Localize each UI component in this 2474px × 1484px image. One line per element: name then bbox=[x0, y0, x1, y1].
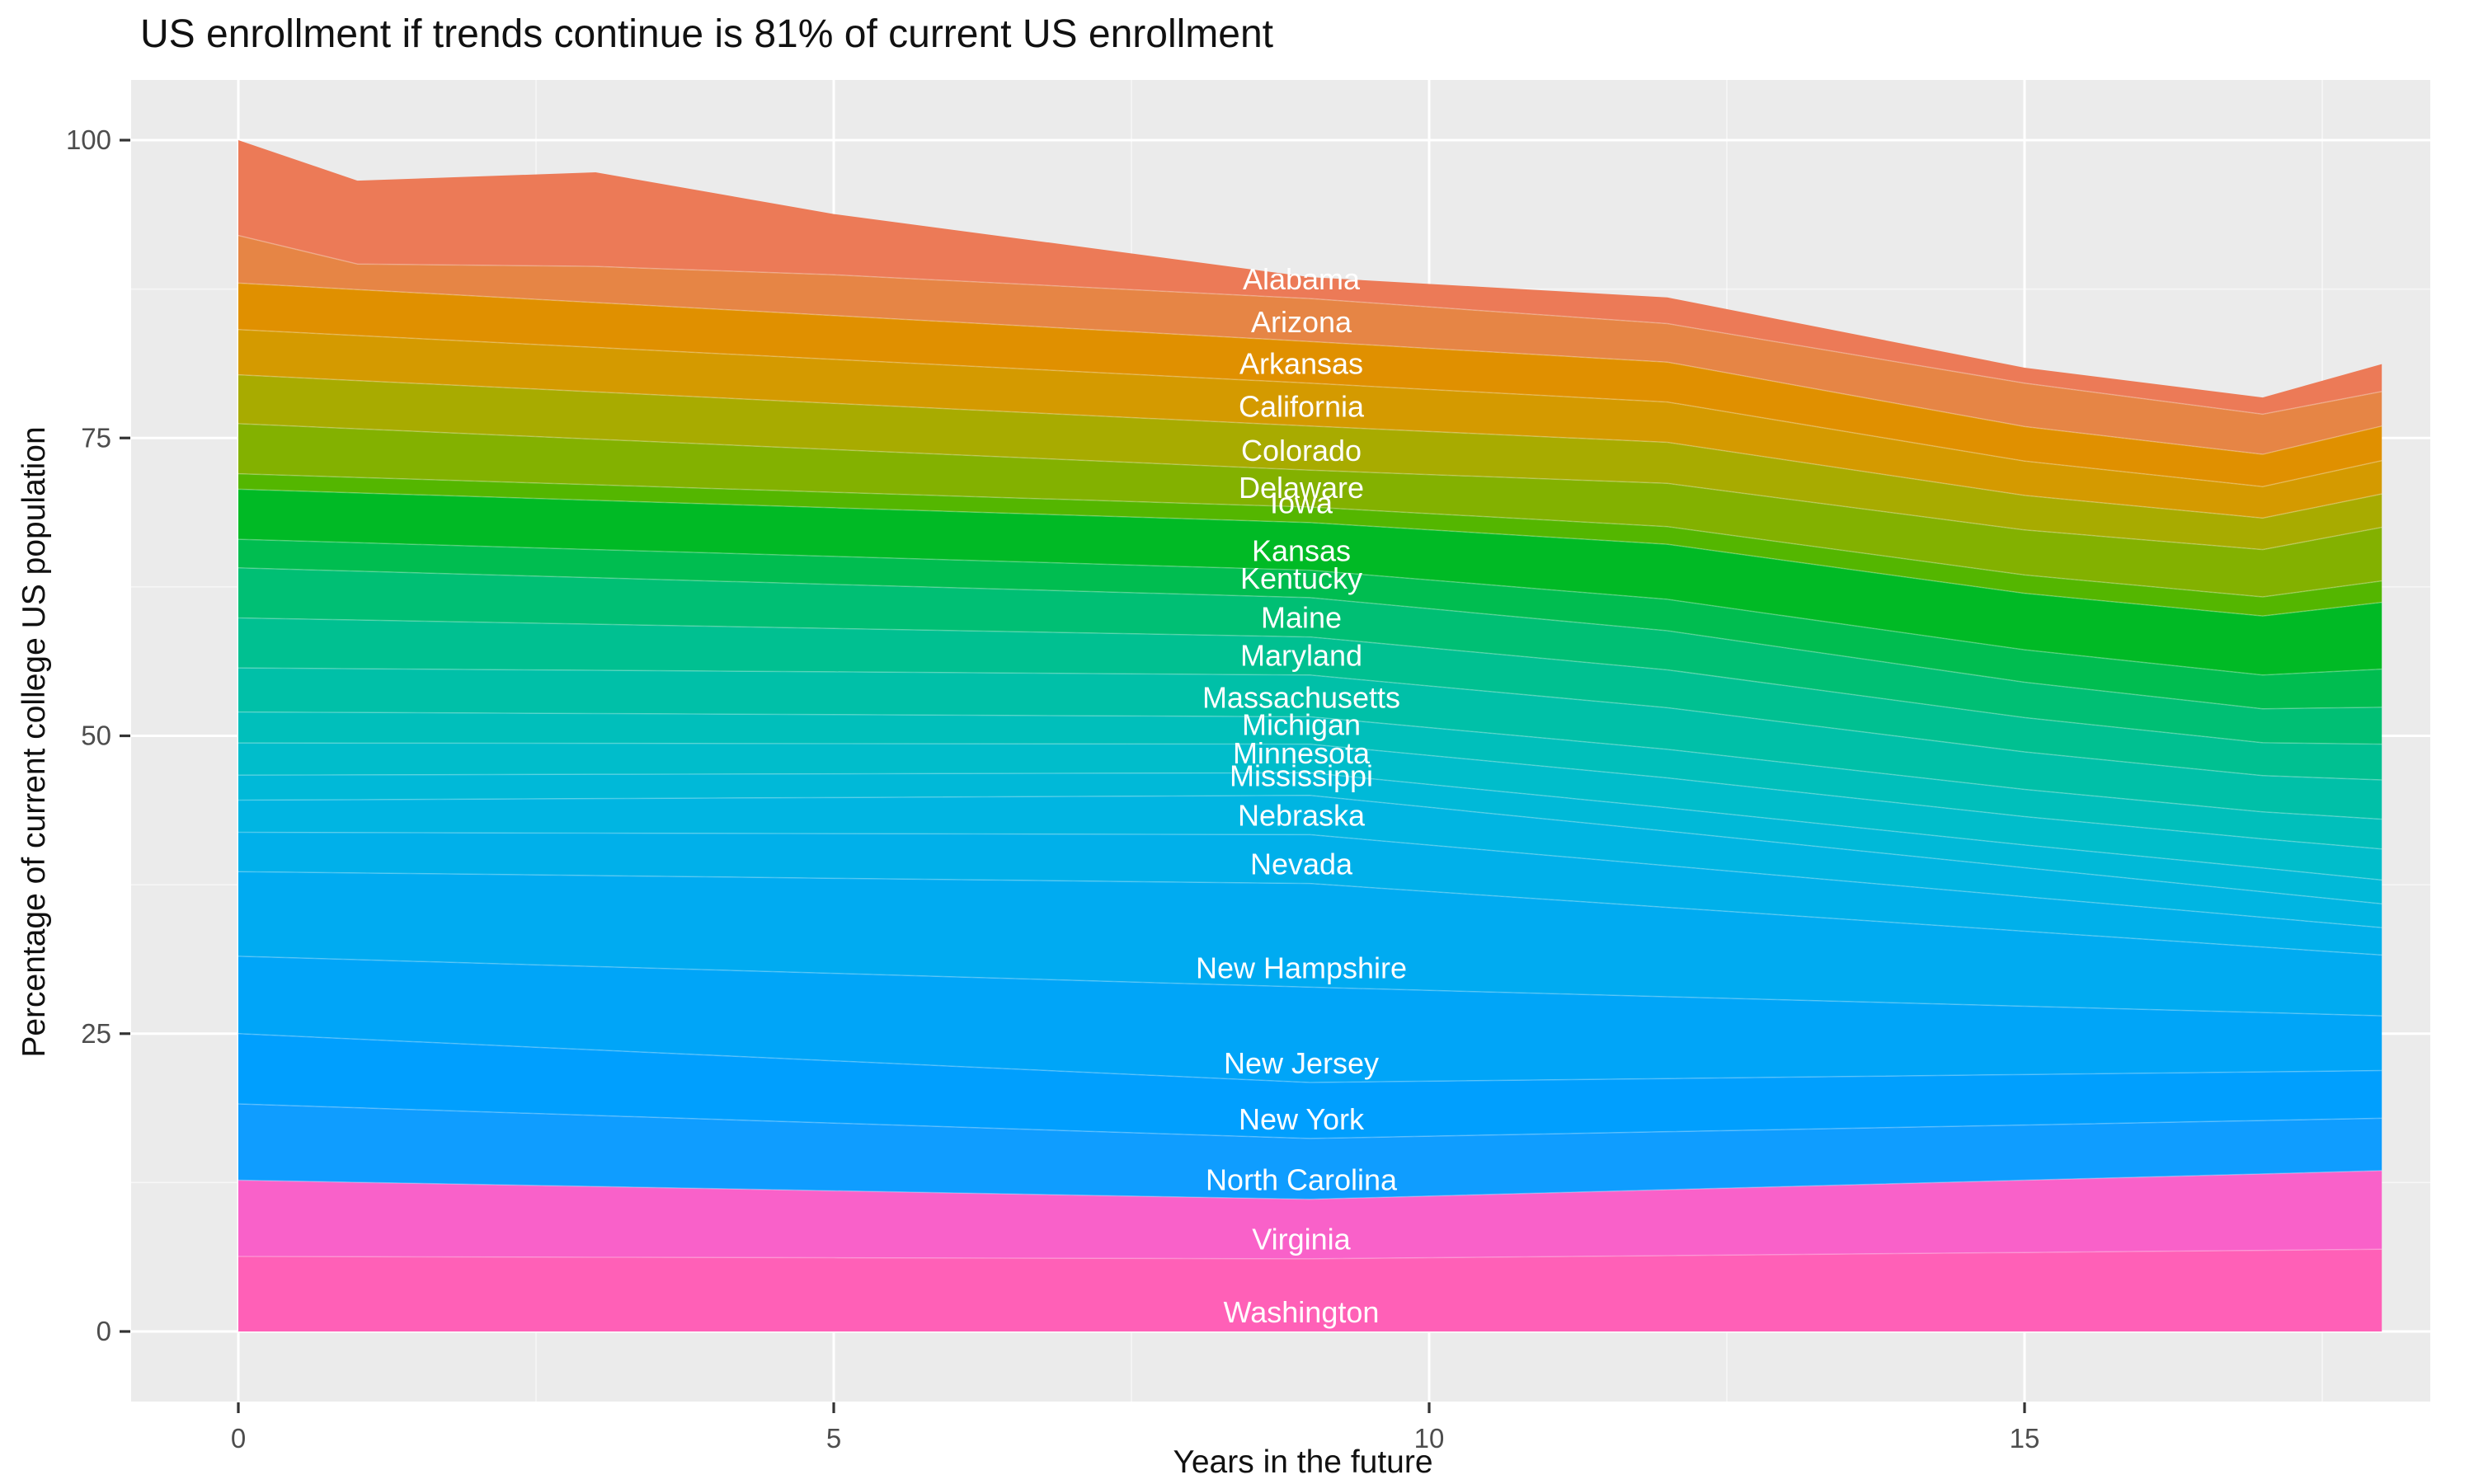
state-label-massachusetts: Massachusetts bbox=[1202, 680, 1400, 714]
x-tick-label: 5 bbox=[826, 1423, 841, 1453]
area-new-hampshire bbox=[238, 871, 2382, 1017]
area-new-york bbox=[238, 1033, 2382, 1139]
state-label-arizona: Arizona bbox=[1251, 305, 1352, 339]
area-nevada bbox=[238, 832, 2382, 956]
band-separator bbox=[238, 1103, 2382, 1139]
band-separator bbox=[238, 373, 2382, 519]
area-iowa bbox=[238, 473, 2382, 617]
band-separator bbox=[238, 956, 2382, 1017]
state-label-colorado: Colorado bbox=[1241, 434, 1362, 467]
band-separator bbox=[238, 742, 2382, 850]
area-minnesota bbox=[238, 743, 2382, 881]
state-label-virginia: Virginia bbox=[1252, 1223, 1351, 1256]
y-tick-label: 50 bbox=[81, 721, 111, 751]
band-separator bbox=[238, 794, 2382, 904]
x-axis-title: Years in the future bbox=[1173, 1444, 1433, 1480]
area-washington bbox=[238, 1249, 2382, 1331]
x-tick-label: 0 bbox=[231, 1423, 246, 1453]
band-separator bbox=[238, 1033, 2382, 1083]
area-alabama bbox=[238, 140, 2382, 415]
area-nebraska bbox=[238, 795, 2382, 928]
state-label-new-york: New York bbox=[1239, 1102, 1365, 1136]
area-north-carolina bbox=[238, 1104, 2382, 1200]
area-arizona bbox=[238, 235, 2382, 455]
state-label-nevada: Nevada bbox=[1250, 848, 1353, 881]
state-label-california: California bbox=[1239, 390, 1365, 424]
area-maine bbox=[238, 567, 2382, 744]
y-tick-label: 100 bbox=[66, 124, 111, 155]
area-michigan bbox=[238, 711, 2382, 849]
band-separator bbox=[238, 711, 2382, 820]
band-separator bbox=[238, 472, 2382, 598]
band-separator bbox=[238, 831, 2382, 928]
state-label-iowa: Iowa bbox=[1270, 486, 1333, 520]
state-label-delaware: Delaware bbox=[1239, 471, 1364, 505]
state-label-new-jersey: New Jersey bbox=[1224, 1046, 1379, 1080]
band-separator bbox=[238, 488, 2382, 617]
state-label-maine: Maine bbox=[1261, 600, 1342, 634]
area-delaware bbox=[238, 423, 2382, 598]
chart-title: US enrollment if trends continue is 81% … bbox=[140, 12, 1273, 56]
band-separator bbox=[238, 1170, 2382, 1200]
y-tick-label: 0 bbox=[96, 1316, 111, 1346]
state-label-michigan: Michigan bbox=[1242, 707, 1361, 741]
band-separator bbox=[238, 329, 2382, 487]
state-label-arkansas: Arkansas bbox=[1239, 347, 1363, 381]
state-label-north-carolina: North Carolina bbox=[1206, 1162, 1398, 1196]
x-tick-label: 10 bbox=[1414, 1423, 1445, 1453]
band-separator bbox=[238, 667, 2382, 781]
band-separator bbox=[238, 282, 2382, 455]
area-massachusetts bbox=[238, 668, 2382, 819]
band-separator bbox=[238, 617, 2382, 745]
band-separator bbox=[238, 772, 2382, 881]
area-arkansas bbox=[238, 283, 2382, 487]
y-axis-title: Percentage of current college US populat… bbox=[16, 426, 52, 1058]
area-mississippi bbox=[238, 773, 2382, 904]
state-label-minnesota: Minnesota bbox=[1233, 736, 1371, 770]
band-separator bbox=[238, 423, 2382, 551]
band-separator bbox=[238, 234, 2382, 416]
band-separator bbox=[238, 871, 2382, 956]
state-label-kansas: Kansas bbox=[1252, 534, 1351, 568]
x-tick-label: 15 bbox=[2010, 1423, 2040, 1453]
state-label-washington: Washington bbox=[1224, 1295, 1380, 1329]
area-maryland bbox=[238, 618, 2382, 780]
state-label-nebraska: Nebraska bbox=[1238, 798, 1366, 832]
area-kansas bbox=[238, 489, 2382, 675]
area-kentucky bbox=[238, 539, 2382, 709]
area-virginia bbox=[238, 1170, 2382, 1259]
state-label-kentucky: Kentucky bbox=[1240, 561, 1362, 595]
state-label-alabama: Alabama bbox=[1243, 262, 1361, 296]
y-tick-label: 25 bbox=[81, 1018, 111, 1049]
y-tick-label: 75 bbox=[81, 422, 111, 453]
state-label-new-hampshire: New Hampshire bbox=[1196, 951, 1407, 984]
area-california bbox=[238, 329, 2382, 519]
band-separator bbox=[238, 538, 2382, 676]
state-label-mississippi: Mississippi bbox=[1230, 759, 1373, 793]
area-new-jersey bbox=[238, 956, 2382, 1082]
band-separator bbox=[238, 1248, 2382, 1260]
band-separator bbox=[238, 567, 2382, 710]
state-label-maryland: Maryland bbox=[1240, 639, 1362, 673]
area-colorado bbox=[238, 374, 2382, 550]
